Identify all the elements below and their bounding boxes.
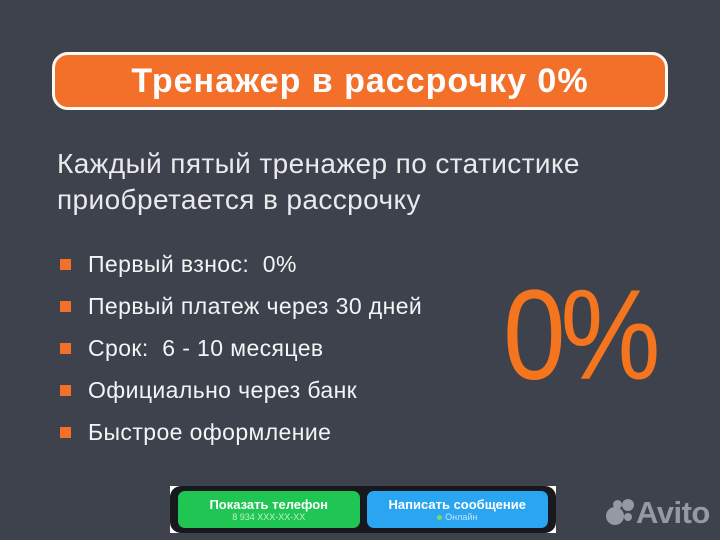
avito-logo-text: Avito (636, 495, 710, 530)
list-item-label: Срок: 6 - 10 месяцев (88, 334, 324, 361)
send-message-label: Написать сообщение (388, 496, 526, 512)
banner-title: Тренажер в рассрочку 0% (131, 61, 589, 100)
bullet-square-icon (60, 342, 71, 354)
show-phone-label: Показать телефон (209, 496, 329, 512)
list-item: Официально через банк (60, 369, 422, 411)
avito-logo-icon (622, 499, 634, 511)
avito-logo-icon (613, 500, 622, 509)
avito-logo: Avito (606, 488, 718, 534)
benefits-list: Первый взнос: 0% Первый платеж через 30 … (60, 243, 422, 453)
title-banner: Тренажер в рассрочку 0% (52, 52, 668, 110)
phone-number-masked: 8 934 XXX-XX-XX (232, 511, 306, 522)
list-item-label: Официально через банк (88, 376, 358, 403)
show-phone-button[interactable]: Показать телефон 8 934 XXX-XX-XX (178, 491, 360, 528)
cta-bar: Показать телефон 8 934 XXX-XX-XX Написат… (170, 486, 556, 533)
list-item-label: Первый платеж через 30 дней (88, 292, 423, 319)
cta-underlay: Показать телефон 8 934 XXX-XX-XX Написат… (170, 486, 556, 533)
zero-percent-highlight: 0% (503, 264, 661, 407)
bullet-square-icon (60, 258, 71, 270)
bullet-square-icon (60, 300, 71, 312)
list-item: Первый платеж через 30 дней (60, 285, 422, 327)
online-status-label: Онлайн (445, 511, 478, 522)
online-status: Онлайн (437, 512, 477, 523)
list-item: Срок: 6 - 10 месяцев (60, 327, 422, 369)
list-item: Быстрое оформление (60, 411, 422, 453)
list-item-label: Первый взнос: 0% (88, 250, 297, 277)
list-item-label: Быстрое оформление (88, 418, 332, 445)
bullet-square-icon (60, 384, 71, 396)
bullet-square-icon (60, 426, 71, 438)
headline-text: Каждый пятый тренажер по статистике прио… (57, 148, 580, 215)
send-message-button[interactable]: Написать сообщение Онлайн (366, 491, 548, 528)
avito-logo-icon (606, 507, 624, 525)
list-item: Первый взнос: 0% (60, 243, 422, 285)
online-dot-icon (437, 514, 443, 520)
avito-logo-icon (624, 513, 632, 521)
